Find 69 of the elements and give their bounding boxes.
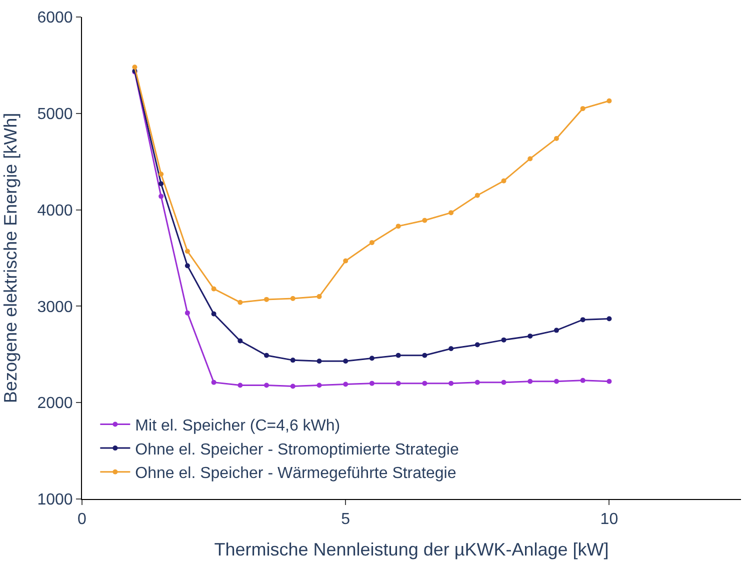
point: [501, 337, 506, 342]
y-tick-label: 1000: [37, 492, 73, 509]
y-tick-label: 3000: [37, 298, 73, 316]
point: [448, 346, 454, 352]
point: [528, 156, 533, 162]
y-tick-label: 4000: [37, 202, 73, 220]
point: [422, 352, 428, 358]
x-tick-label: 5: [341, 511, 350, 528]
y-axis-title: Bezogene elektrische Energie [kWh]: [0, 112, 20, 404]
point: [528, 334, 533, 339]
point: [554, 378, 559, 384]
point: [184, 248, 190, 254]
y-tick-label: 5000: [37, 106, 73, 123]
x-axis-title: Thermische Nennleistung der µKWK-Anlage [kW]: [214, 539, 609, 560]
point: [343, 358, 348, 364]
point: [501, 178, 506, 184]
point: [316, 382, 322, 388]
point: [211, 286, 216, 292]
point: [264, 382, 270, 388]
point: [158, 172, 164, 177]
point: [290, 358, 296, 363]
point: [474, 342, 480, 348]
point: [184, 310, 190, 316]
point: [211, 311, 216, 316]
point: [422, 218, 428, 223]
legend-label: Mit el. Speicher (C=4,6 kWh): [135, 418, 340, 434]
point: [580, 317, 586, 322]
point: [580, 378, 586, 383]
point: [554, 328, 559, 333]
point: [396, 352, 401, 358]
point: [343, 258, 348, 264]
y-tick-label: 6000: [37, 10, 73, 27]
point: [422, 380, 428, 386]
point: [369, 356, 374, 361]
point: [448, 380, 454, 386]
point: [369, 380, 374, 386]
x-tick-label: 10: [600, 511, 618, 528]
point: [369, 240, 374, 246]
point: [554, 136, 559, 141]
point: [396, 380, 401, 386]
point: [396, 224, 401, 229]
point: [264, 296, 270, 302]
point: [474, 380, 480, 385]
point: [606, 98, 612, 104]
legend-label: Ohne el. Speicher - Wärmegeführte Strategie: [135, 465, 456, 482]
point: [158, 194, 164, 199]
point: [606, 316, 612, 322]
point: [343, 382, 348, 387]
point: [238, 300, 243, 305]
point: [211, 380, 216, 385]
y-tick-label: 2000: [37, 395, 73, 412]
point: [132, 64, 138, 70]
point: [238, 338, 243, 344]
point: [448, 210, 454, 216]
point: [238, 382, 243, 388]
point: [474, 192, 480, 198]
x-tick-label: 0: [78, 511, 87, 528]
point: [290, 384, 296, 389]
point: [606, 378, 612, 384]
point: [528, 378, 533, 384]
point: [264, 352, 270, 358]
point: [316, 358, 322, 364]
point: [316, 294, 322, 300]
point: [501, 380, 506, 385]
point: [158, 181, 164, 186]
legend-label: Ohne el. Speicher - Stromoptimierte Strategie: [135, 441, 459, 458]
point: [184, 263, 190, 268]
point: [290, 296, 296, 301]
point: [580, 106, 586, 112]
